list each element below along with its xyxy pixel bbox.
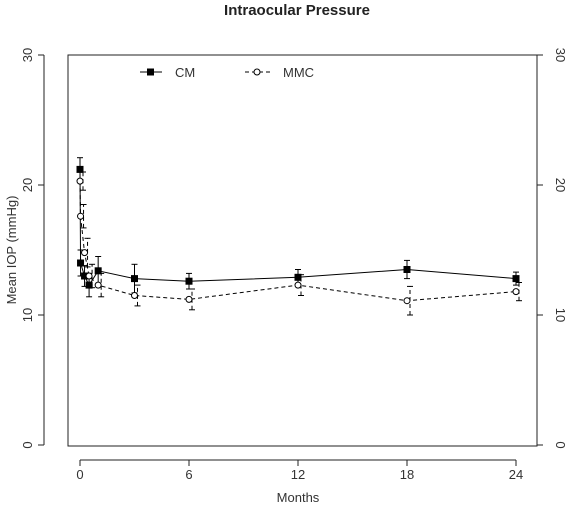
x-axis: 0 6 12 18 24 [76, 459, 523, 482]
data-point-cm [94, 267, 102, 275]
data-point-cm [77, 259, 85, 267]
right-y-tick-label: 20 [553, 178, 567, 192]
y-axis-label: Mean IOP (mmHg) [4, 196, 19, 305]
data-point-mmc [294, 281, 302, 289]
data-point-cm [76, 165, 84, 173]
data-point-cm [185, 277, 193, 285]
plot-frame [67, 54, 538, 447]
data-point-mmc [185, 295, 193, 303]
right-y-tick-label: 10 [553, 308, 567, 322]
data-point-cm [85, 281, 93, 289]
left-y-tick-label: 30 [20, 48, 35, 62]
x-tick-label: 12 [291, 467, 305, 482]
right-y-tick-label: 0 [553, 441, 567, 448]
x-axis-label: Months [277, 490, 320, 505]
x-tick-label: 18 [400, 467, 414, 482]
series-mmc [76, 171, 522, 316]
left-y-tick-label: 10 [20, 308, 35, 322]
data-point-cm [512, 275, 520, 283]
data-point-mmc [94, 281, 102, 289]
right-y-tick-label: 30 [553, 48, 567, 62]
data-point-mmc [85, 272, 93, 280]
x-tick-label: 24 [509, 467, 523, 482]
legend-marker-mmc [253, 68, 261, 76]
left-y-tick-label: 0 [20, 441, 35, 448]
data-point-cm [403, 266, 411, 273]
left-y-tick-label: 20 [20, 178, 35, 192]
series-line-mmc [79, 181, 517, 302]
data-point-mmc [403, 297, 411, 305]
data-point-mmc [512, 288, 520, 296]
legend-label-mmc: MMC [283, 65, 314, 80]
data-point-mmc [131, 292, 138, 299]
right-y-axis: 0 10 20 30 [536, 48, 567, 449]
x-tick-label: 6 [185, 467, 192, 482]
legend-label-cm: CM [175, 65, 195, 80]
series-cm [76, 157, 520, 298]
series-line-cm [79, 169, 517, 287]
data-point-mmc [77, 212, 85, 220]
left-y-axis: 0 10 20 30 [20, 48, 45, 449]
data-point-cm [294, 273, 302, 281]
legend: CM MMC [140, 65, 314, 80]
data-point-mmc [76, 177, 84, 185]
data-point-cm [81, 272, 89, 280]
series-layer [76, 157, 522, 316]
data-point-mmc [81, 249, 89, 257]
data-point-cm [131, 275, 138, 283]
x-tick-label: 0 [76, 467, 83, 482]
chart-title: Intraocular Pressure [224, 2, 370, 19]
legend-marker-cm [147, 68, 154, 76]
